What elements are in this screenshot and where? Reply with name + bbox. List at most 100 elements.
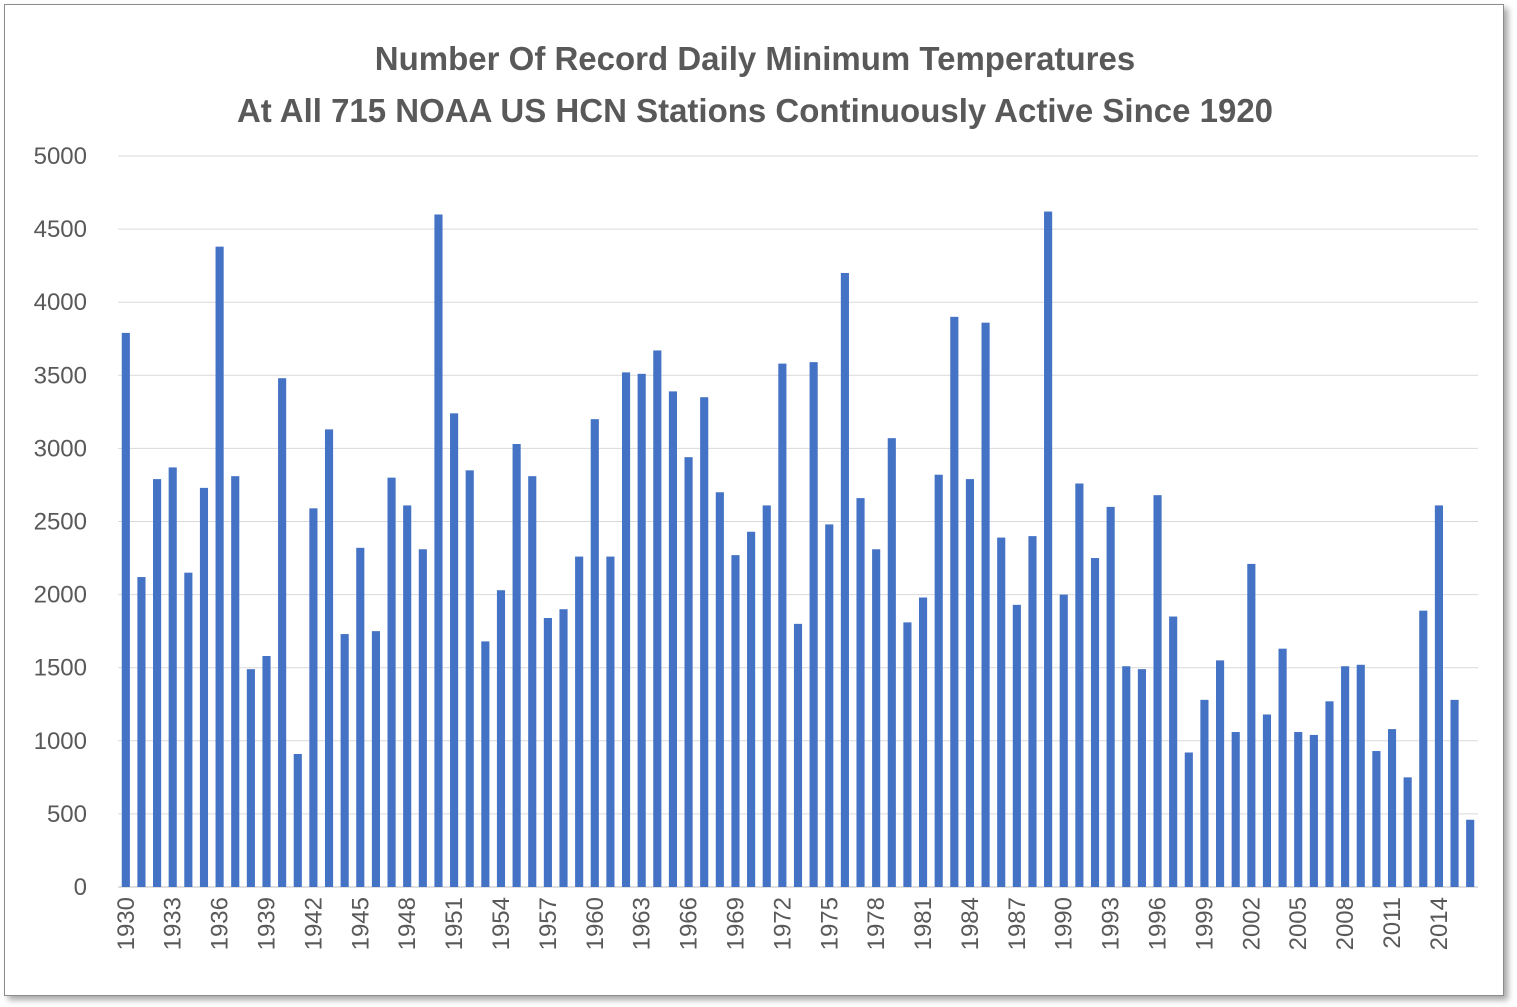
bar-1974 (809, 362, 818, 887)
bar-2007 (1325, 701, 1334, 887)
bar-1952 (465, 470, 474, 887)
x-tick-label: 2002 (1238, 897, 1265, 950)
bar-1953 (481, 641, 490, 887)
bar-1947 (387, 477, 396, 887)
bar-1933 (168, 467, 177, 887)
bar-1972 (778, 363, 787, 888)
bar-2001 (1231, 732, 1240, 887)
bar-2010 (1372, 751, 1381, 887)
x-tick-label: 1933 (160, 897, 187, 950)
x-tick-label: 1960 (582, 897, 609, 950)
x-tick-label: 1936 (207, 897, 234, 950)
bar-1991 (1075, 483, 1084, 887)
y-tick-label: 4500 (34, 216, 87, 243)
x-tick-label: 1975 (816, 897, 843, 950)
x-tick-label: 2008 (1332, 897, 1359, 950)
x-tick-label: 1930 (113, 897, 140, 950)
bar-1930 (121, 332, 130, 887)
bar-1983 (950, 316, 959, 887)
bar-1948 (403, 505, 412, 887)
bar-1949 (418, 549, 427, 887)
bar-2005 (1294, 732, 1303, 887)
bar-1945 (356, 547, 365, 887)
bar-1995 (1137, 669, 1146, 887)
bar-1989 (1044, 211, 1053, 887)
y-tick-label: 2500 (34, 509, 87, 536)
y-tick-label: 500 (47, 801, 87, 828)
bar-1938 (246, 669, 255, 887)
y-tick-label: 3000 (34, 435, 87, 462)
x-tick-label: 1954 (488, 897, 515, 950)
bar-1931 (137, 577, 146, 887)
bar-1946 (371, 631, 380, 887)
bar-1943 (324, 429, 334, 887)
bar-1939 (262, 656, 271, 887)
bar-1935 (199, 487, 209, 887)
y-tick-label: 2000 (34, 582, 87, 609)
bar-1958 (559, 609, 568, 887)
bar-2002 (1247, 563, 1256, 887)
bar-1990 (1059, 594, 1068, 887)
bar-1967 (700, 397, 709, 887)
chart-subtitle: At All 715 NOAA US HCN Stations Continuo… (236, 92, 1274, 129)
bar-1970 (747, 531, 756, 887)
x-tick-label: 1996 (1145, 897, 1172, 950)
bar-1959 (575, 556, 584, 887)
x-tick-label: 1966 (676, 897, 703, 950)
y-tick-label: 0 (74, 874, 87, 901)
bar-1965 (668, 391, 678, 887)
bar-1999 (1200, 699, 1209, 887)
bar-1992 (1090, 558, 1100, 887)
x-tick-label: 1939 (254, 897, 281, 950)
bar-1978 (872, 549, 881, 887)
y-tick-label: 4000 (34, 289, 87, 316)
x-tick-label: 1942 (300, 897, 327, 950)
bar-1954 (496, 590, 506, 887)
bar-1981 (918, 597, 928, 887)
bar-1975 (825, 524, 834, 887)
bar-2012 (1403, 777, 1412, 887)
bar-1957 (543, 617, 552, 887)
chart-title: Number Of Record Daily Minimum Temperatu… (374, 40, 1136, 77)
bar-2000 (1216, 660, 1225, 887)
bar-1998 (1184, 752, 1193, 887)
y-tick-label: 1500 (34, 655, 87, 682)
x-tick-label: 1987 (1004, 897, 1031, 950)
x-tick-label: 1978 (863, 897, 890, 950)
bar-2016 (1466, 819, 1475, 887)
bar-1984 (965, 479, 975, 887)
x-tick-label: 1945 (347, 897, 374, 950)
bar-1936 (215, 246, 224, 887)
bar-1997 (1169, 616, 1178, 887)
bar-2013 (1419, 610, 1428, 887)
bar-chart-plot: 0 500 1000 1500 2000 2500 3000 3500 4000 4500 5000… (34, 143, 1478, 950)
x-tick-label: 1951 (441, 897, 468, 950)
bar-1962 (621, 372, 631, 887)
bar-2009 (1356, 664, 1365, 887)
x-tick-label: 1999 (1191, 897, 1218, 950)
bar-2008 (1341, 666, 1350, 887)
bar-series (121, 211, 1475, 888)
bar-1937 (231, 476, 240, 887)
bar-1973 (793, 623, 803, 887)
bar-2011 (1387, 729, 1397, 887)
bar-1988 (1028, 536, 1037, 887)
bar-1964 (653, 350, 662, 887)
x-tick-label: 1948 (394, 897, 421, 950)
x-tick-label: 1969 (722, 897, 749, 950)
bar-1969 (731, 555, 740, 887)
y-axis: 0 500 1000 1500 2000 2500 3000 3500 4000 4500 5000 (34, 143, 87, 901)
x-tick-label: 1984 (957, 897, 984, 950)
bar-1955 (512, 444, 521, 887)
bar-1966 (684, 457, 693, 887)
bar-1986 (997, 537, 1006, 887)
x-tick-label: 2014 (1426, 897, 1453, 950)
bar-1934 (184, 572, 193, 887)
x-tick-label: 1957 (535, 897, 562, 950)
bar-1980 (903, 622, 912, 887)
x-axis: 1930 1933 1936 1939 1942 1945 1948 1951 1954 1957… (113, 897, 1453, 950)
bar-1993 (1106, 506, 1115, 887)
bar-1960 (590, 419, 599, 887)
bar-2006 (1309, 734, 1318, 887)
bar-1971 (762, 505, 771, 887)
